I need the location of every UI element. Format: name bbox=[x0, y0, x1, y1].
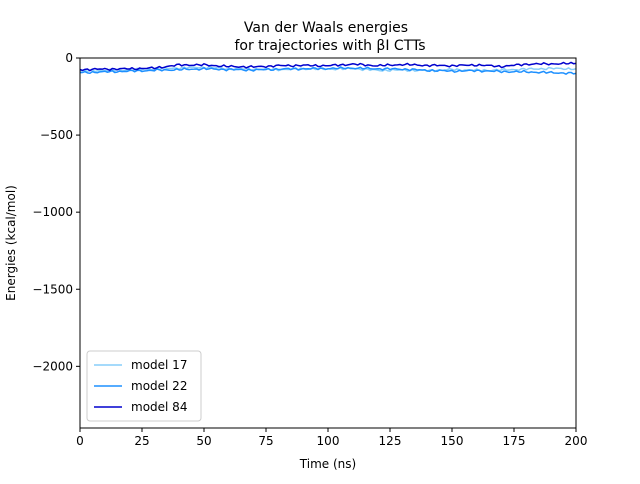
x-tick-label: 0 bbox=[76, 434, 84, 448]
x-tick-label: 100 bbox=[317, 434, 340, 448]
series-layer bbox=[80, 61, 576, 75]
x-tick-label: 75 bbox=[258, 434, 273, 448]
plot-area bbox=[79, 57, 577, 429]
x-tick-label: 175 bbox=[503, 434, 526, 448]
y-tick-label: −2000 bbox=[32, 359, 73, 373]
legend-frame bbox=[86, 350, 202, 422]
x-tick-label: 150 bbox=[441, 434, 464, 448]
x-tick-label: 200 bbox=[565, 434, 588, 448]
legend-label: model 17 bbox=[131, 358, 187, 372]
y-axis: 0 −500 −1000 −1500 −2000 bbox=[32, 51, 80, 373]
legend-label: model 22 bbox=[131, 379, 187, 393]
y-axis-label: Energies (kcal/mol) bbox=[4, 185, 18, 301]
y-tick-label: −500 bbox=[40, 128, 73, 142]
chart-title-line-2: for trajectories with βI CTTs bbox=[234, 38, 425, 54]
x-axis-label: Time (ns) bbox=[299, 457, 356, 471]
x-tick-label: 50 bbox=[196, 434, 211, 448]
x-axis: 0 25 50 75 100 125 150 175 200 bbox=[76, 428, 587, 448]
x-tick-label: 125 bbox=[379, 434, 402, 448]
y-tick-label: −1000 bbox=[32, 205, 73, 219]
chart-title-line-1: Van der Waals energies bbox=[244, 20, 408, 36]
legend-label: model 84 bbox=[131, 400, 187, 414]
y-tick-label: 0 bbox=[65, 51, 73, 65]
series-line-model-22 bbox=[80, 66, 576, 75]
x-tick-label: 25 bbox=[134, 434, 149, 448]
series-line-model-84 bbox=[80, 61, 576, 72]
y-tick-label: −1500 bbox=[32, 282, 73, 296]
legend: model 17 model 22 model 84 bbox=[86, 350, 202, 422]
